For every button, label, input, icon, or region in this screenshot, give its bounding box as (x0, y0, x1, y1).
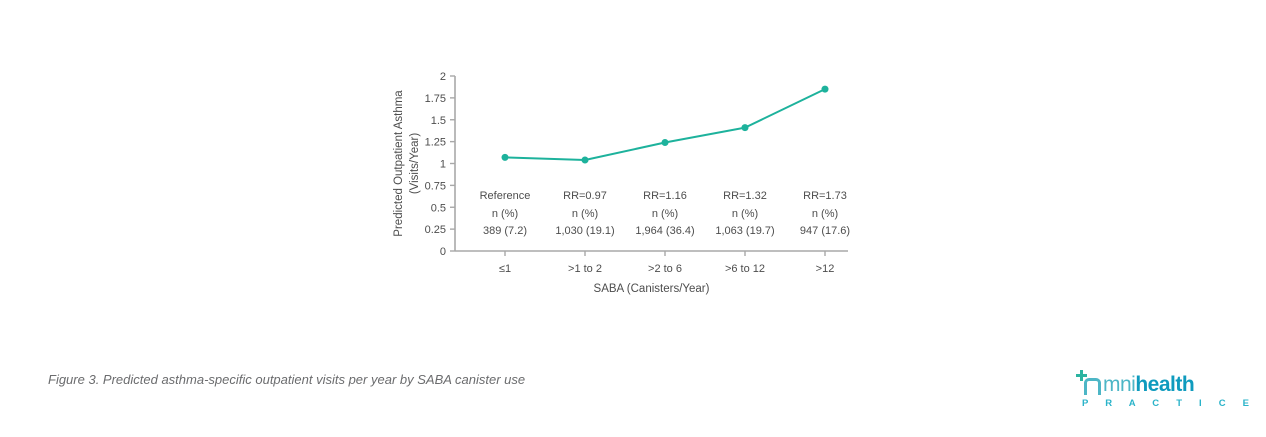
annotation-n-label: n (%) (812, 208, 838, 220)
logo-wordmark: mni health (1076, 370, 1220, 396)
logo-brand-prefix: mni (1103, 373, 1136, 396)
y-tick-label: 0.5 (431, 202, 446, 214)
annotation-rr: RR=1.32 (723, 190, 767, 202)
logo-tagline: P R A C T I C E (1082, 398, 1257, 409)
x-tick-label: ≤1 (499, 263, 511, 275)
data-point-marker (821, 85, 829, 93)
data-line (504, 88, 826, 161)
data-point-marker (661, 139, 669, 146)
omnihealth-logo: mni health P R A C T I C E (1076, 370, 1257, 409)
annotation-rr: RR=1.73 (803, 190, 847, 202)
y-tick-label: 1.75 (425, 93, 446, 105)
annotation-rr: Reference (480, 190, 531, 202)
y-axis-title-line1: Predicted Outpatient Asthma (393, 90, 405, 237)
x-tick-label: >6 to 12 (725, 263, 765, 275)
y-tick-label: 0.75 (425, 180, 446, 192)
annotation-n-value: 1,030 (19.1) (555, 225, 614, 237)
y-tick-label: 1 (440, 159, 446, 171)
annotation-n-label: n (%) (652, 208, 678, 220)
annotation-n-label: n (%) (492, 208, 518, 220)
logo-o-glyph (1076, 370, 1101, 395)
chart-canvas: 0 0.25 0.5 0.75 1 1.25 1.5 1.75 2 ≤1 >1 to 2 >2 to … (393, 71, 850, 295)
data-point-marker (741, 124, 749, 132)
y-axis-title-line2: (Visits/Year) (409, 133, 421, 195)
annotation-n-value: 1,964 (36.4) (635, 225, 694, 237)
data-point-marker (581, 156, 589, 164)
asthma-visits-line-chart: 0 0.25 0.5 0.75 1 1.25 1.5 1.75 2 ≤1 >1 to 2 >2 to … (390, 55, 870, 310)
x-tick-label: >2 to 6 (648, 263, 682, 275)
x-tick-label: >1 to 2 (568, 263, 602, 275)
y-tick-label: 1.5 (431, 115, 446, 127)
data-point-marker (501, 153, 509, 161)
plus-icon (1076, 370, 1087, 381)
annotation-rr: RR=0.97 (563, 190, 607, 202)
y-tick-label: 0 (440, 246, 446, 258)
annotation-rr: RR=1.16 (643, 190, 687, 202)
x-axis-title: SABA (Canisters/Year) (594, 283, 710, 295)
annotation-n-value: 947 (17.6) (800, 225, 850, 237)
figure-caption: Figure 3. Predicted asthma-specific outp… (48, 372, 526, 387)
x-tick-label: >12 (816, 263, 835, 275)
annotation-n-value: 389 (7.2) (483, 225, 527, 237)
logo-brand-suffix: health (1135, 373, 1195, 396)
annotation-n-label: n (%) (732, 208, 758, 220)
y-tick-label: 2 (440, 71, 446, 83)
annotation-n-label: n (%) (572, 208, 598, 220)
annotation-n-value: 1,063 (19.7) (715, 225, 774, 237)
y-tick-label: 1.25 (425, 137, 446, 149)
y-tick-label: 0.25 (425, 224, 446, 236)
